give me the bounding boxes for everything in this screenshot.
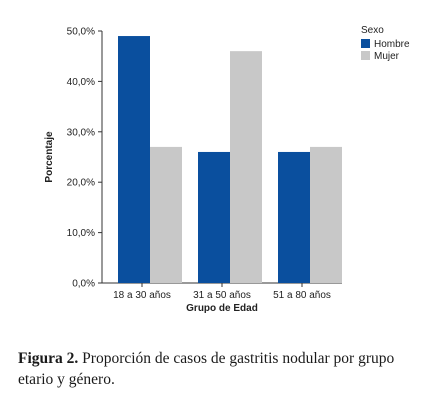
legend-swatch-mujer [361, 51, 370, 60]
bar-mujer-3 [310, 146, 342, 283]
x-axis-title: Grupo de Edad [186, 303, 258, 314]
bar-hombre-1 [118, 36, 150, 283]
y-tick-label: 30,0% [67, 127, 95, 138]
x-tick-label: 18 a 30 años [113, 290, 171, 301]
x-tick-label: 31 a 50 años [193, 290, 251, 301]
y-tick-label: 40,0% [67, 77, 95, 88]
caption-label: Figura 2. [18, 350, 79, 367]
bar-hombre-2 [198, 151, 230, 283]
figure-caption: Figura 2. Proporción de casos de gastrit… [18, 348, 430, 390]
y-tick-label: 0,0% [72, 279, 95, 290]
bar-mujer-1 [150, 146, 182, 283]
legend-title: Sexo [361, 25, 384, 36]
caption-text: Proporción de casos de gastritis nodular… [18, 350, 395, 388]
y-tick-label: 50,0% [67, 27, 95, 38]
y-axis-title: Porcentaje [44, 131, 55, 183]
bar-mujer-2 [230, 51, 262, 283]
y-tick-label: 10,0% [67, 228, 95, 239]
chart: 0,0% 10,0% 20,0% 30,0% 40,0% 50,0% 18 a 30 año… [44, 25, 410, 314]
bar-chart: 0,0% 10,0% 20,0% 30,0% 40,0% 50,0% 18 a 30 año… [44, 25, 410, 314]
bar-hombre-3 [278, 151, 310, 283]
legend-label-mujer: Mujer [374, 51, 400, 62]
legend-swatch-hombre [361, 39, 370, 48]
x-tick-label: 51 a 80 años [273, 290, 331, 301]
legend-label-hombre: Hombre [374, 39, 410, 50]
y-tick-label: 20,0% [67, 178, 95, 189]
